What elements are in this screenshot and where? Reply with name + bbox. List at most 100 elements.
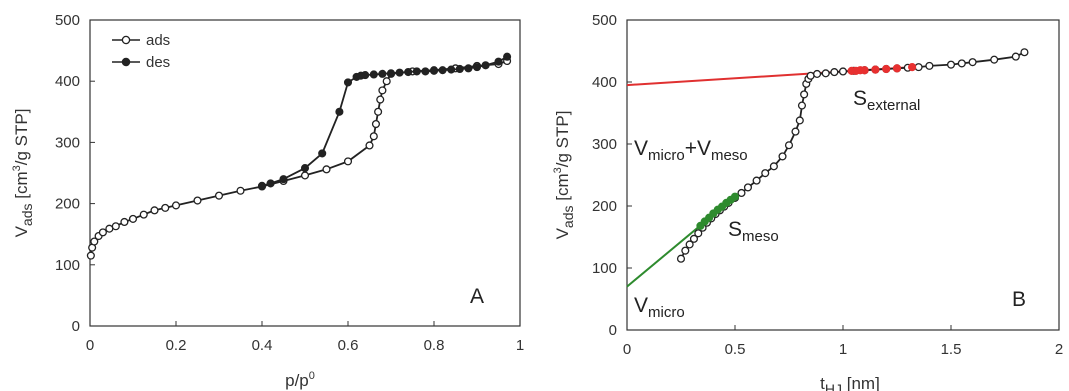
panel-b: 0 0.5 1 1.5 2 0 100 200 300 400 500 B Vmicro+Vmeso… [552, 12, 1063, 391]
series-ads-point [193, 196, 202, 205]
series-t-plot-point [800, 90, 809, 99]
series-t-plot-point [838, 67, 848, 76]
external-highlight-point [892, 64, 902, 73]
series-t-plot-point [957, 59, 966, 68]
a-xtick-label: 1 [516, 337, 524, 354]
a-ytick-label: 100 [55, 257, 80, 274]
external-highlight-point [860, 66, 869, 75]
series-t-plot-point [689, 234, 699, 243]
a-ytick-label: 500 [55, 12, 80, 29]
series-des-point [279, 175, 288, 184]
panel-a-ylabel: Vads [cm3/g STP] [11, 109, 35, 238]
series-t-plot-point [968, 58, 977, 67]
series-ads-point [214, 191, 224, 200]
external-highlight-point [871, 65, 880, 74]
series-ads-point [369, 132, 378, 141]
series-t-plot-point [990, 55, 999, 64]
b-xtick-label: 0.5 [725, 341, 746, 358]
series-t-plot-point [743, 183, 753, 192]
series-t-plot-point [821, 69, 830, 78]
panel-a-label: A [470, 285, 484, 308]
series-des-point [386, 69, 396, 78]
series-t-plot-point [946, 60, 956, 69]
legend: ads des [112, 32, 170, 71]
series-ads-point [150, 206, 159, 215]
external-highlight-point [882, 64, 891, 74]
series-ads-point [98, 228, 107, 237]
series-ads-point [139, 210, 148, 219]
panel-a-xlabel: p/p0 [285, 370, 315, 390]
b-ytick-label: 100 [592, 260, 617, 277]
panel-b-ylabel: Vads [cm3/g STP] [552, 111, 576, 240]
series-t-plot-point [769, 162, 778, 171]
series-ads-point [105, 224, 114, 233]
legend-des-marker [121, 57, 131, 67]
series-ads-point [236, 186, 245, 195]
series-ads-line [90, 60, 508, 256]
s-external-annotation: Sexternal [853, 87, 920, 114]
b-ytick-label: 300 [592, 136, 617, 153]
series-des-point [421, 67, 430, 76]
series-ads-point [382, 77, 391, 86]
a-ytick-label: 400 [55, 73, 80, 90]
series-t-plot-point [1020, 48, 1029, 57]
series-des-point [395, 68, 404, 77]
panel-a-series [86, 52, 512, 260]
series-ads-point [300, 171, 310, 180]
series-ads-point [371, 119, 381, 129]
series-des-point [257, 181, 267, 190]
a-ytick-label: 300 [55, 134, 80, 151]
meso-highlight-point [730, 192, 740, 201]
series-des-point [464, 64, 473, 73]
series-des-point [318, 149, 327, 158]
series-des-point [412, 67, 421, 76]
s-meso-annotation: Smeso [728, 218, 779, 245]
external-highlight-point [908, 63, 917, 72]
series-ads-point [374, 107, 383, 116]
series-ads-point [378, 86, 387, 95]
series-des-point [481, 61, 490, 70]
series-ads-point [343, 157, 353, 166]
series-des-point [343, 78, 353, 87]
a-xtick-label: 0.2 [166, 337, 187, 354]
series-ads-point [111, 222, 120, 231]
a-ytick-label: 200 [55, 196, 80, 213]
panel-b-series [626, 48, 1029, 288]
series-des-point [378, 69, 387, 78]
series-t-plot-point [813, 69, 822, 78]
panel-b-ticks: 0 0.5 1 1.5 2 0 100 200 300 400 500 [592, 12, 1063, 358]
series-t-plot-point [806, 71, 815, 80]
series-ads-point [322, 165, 331, 174]
series-t-plot-point [830, 68, 839, 77]
vmicro-annotation: Vmicro [634, 294, 685, 321]
series-t-plot-point [681, 246, 690, 255]
series-des-point [472, 63, 482, 72]
panel-a: 0 0.2 0.4 0.6 0.8 1 0 100 200 300 400 500 ads des A… [11, 12, 524, 390]
series-ads-point [376, 95, 385, 104]
series-t-plot-point [1011, 52, 1020, 61]
a-xtick-label: 0 [86, 337, 94, 354]
series-des-point [404, 67, 413, 77]
series-ads-point [120, 217, 129, 227]
a-xtick-label: 0.6 [338, 337, 359, 354]
series-t-plot-point [791, 127, 800, 136]
series-ads-point [128, 214, 138, 223]
panel-a-frame [89, 19, 521, 327]
series-t-plot-point [797, 101, 807, 110]
series-t-plot-point [737, 188, 746, 198]
series-des-point [455, 64, 464, 74]
legend-des-label: des [146, 54, 170, 71]
panel-b-label: B [1012, 288, 1026, 311]
series-des-point [266, 179, 275, 188]
a-xtick-label: 0.4 [252, 337, 273, 354]
series-ads-point [90, 237, 99, 246]
series-ads-point [161, 203, 170, 212]
series-t-plot-point [761, 169, 770, 178]
series-ads-point [171, 201, 181, 210]
series-des-point [438, 66, 447, 75]
series-t-plot-point [784, 141, 794, 150]
legend-ads-label: ads [146, 32, 170, 49]
series-t-plot-point [925, 61, 934, 70]
b-ytick-label: 0 [609, 322, 617, 339]
